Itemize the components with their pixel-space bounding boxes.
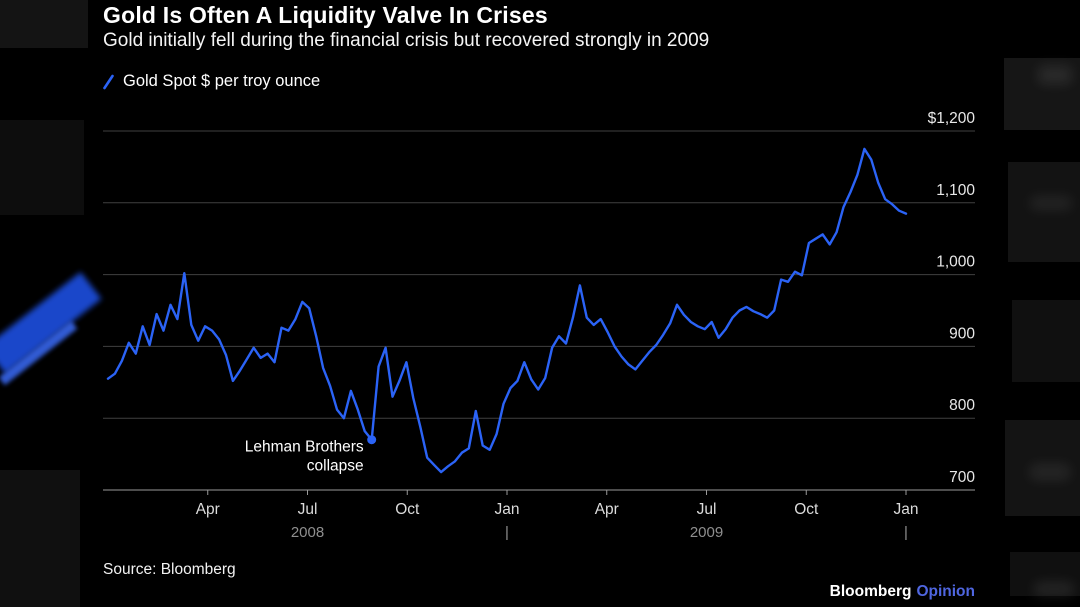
y-axis-label: 1,100	[936, 182, 975, 199]
y-axis-label: 900	[949, 325, 975, 342]
x-axis-label: Oct	[395, 501, 420, 518]
y-axis-label: 1,000	[936, 254, 975, 271]
year-label: |	[904, 524, 908, 541]
x-axis-label: Jul	[298, 501, 318, 518]
brand-opinion: Opinion	[916, 583, 975, 600]
x-axis-label: Apr	[595, 501, 619, 518]
x-axis-label: Jan	[495, 501, 520, 518]
brand-logo: Bloomberg Opinion	[830, 583, 975, 601]
year-label: 2009	[690, 524, 723, 541]
chart-subtitle: Gold initially fell during the financial…	[103, 30, 710, 51]
y-axis-label: 700	[949, 469, 975, 486]
y-axis-label: 800	[949, 397, 975, 414]
lehman-marker-dot	[367, 435, 377, 445]
year-label: 2008	[291, 524, 324, 541]
year-label: |	[505, 524, 509, 541]
legend-label: Gold Spot $ per troy ounce	[123, 72, 321, 90]
x-axis-label: Jan	[894, 501, 919, 518]
gold-price-line	[106, 147, 908, 474]
annotation-line1: Lehman Brothers	[245, 439, 364, 456]
source-text: Source: Bloomberg	[103, 561, 236, 578]
x-axis-label: Jul	[697, 501, 717, 518]
annotation-line2: collapse	[307, 458, 364, 475]
y-axis-label: $1,200	[928, 110, 976, 127]
x-axis-label: Apr	[196, 501, 220, 518]
brand-bloomberg: Bloomberg	[829, 583, 912, 600]
chart-legend: Gold Spot $ per troy ounce	[103, 72, 320, 91]
x-axis-label: Oct	[794, 501, 819, 518]
legend-line-icon	[103, 74, 114, 89]
chart-title: Gold Is Often A Liquidity Valve In Crise…	[103, 2, 548, 28]
